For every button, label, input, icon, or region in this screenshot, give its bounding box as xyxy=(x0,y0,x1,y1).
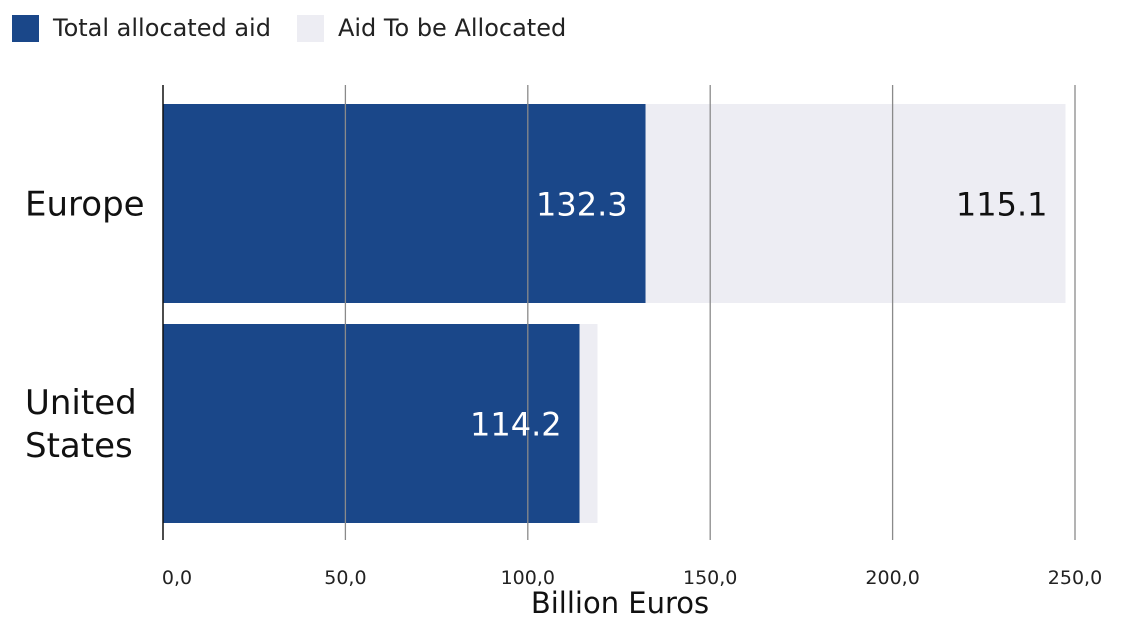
bar-allocated xyxy=(163,324,580,523)
data-label: 132.3 xyxy=(536,186,628,224)
x-tick-label: 150,0 xyxy=(683,567,737,589)
legend-label-allocated: Total allocated aid xyxy=(53,14,271,42)
legend: Total allocated aid Aid To be Allocated xyxy=(12,14,592,42)
legend-swatch-allocated xyxy=(12,14,39,42)
category-label: States xyxy=(25,426,133,466)
category-label: United xyxy=(25,383,137,423)
x-tick-label: 50,0 xyxy=(324,567,366,589)
bar-allocated xyxy=(163,104,646,303)
data-label: 115.1 xyxy=(956,186,1048,224)
category-label: Europe xyxy=(25,185,145,225)
legend-swatch-to-be-allocated xyxy=(296,14,324,42)
x-tick-label: 200,0 xyxy=(865,567,919,589)
bar-to-be-allocated xyxy=(579,324,598,523)
legend-item-to-be-allocated: Aid To be Allocated xyxy=(296,14,567,42)
data-label: 114.2 xyxy=(470,406,562,444)
x-tick-label: 100,0 xyxy=(501,567,555,589)
x-tick-label: 250,0 xyxy=(1048,567,1102,589)
bar-to-be-allocated xyxy=(645,104,1066,303)
legend-label-to-be-allocated: Aid To be Allocated xyxy=(337,14,567,42)
x-tick-label: 0,0 xyxy=(162,567,192,589)
legend-item-allocated: Total allocated aid xyxy=(12,14,271,42)
x-axis-title: Billion Euros xyxy=(531,586,709,620)
